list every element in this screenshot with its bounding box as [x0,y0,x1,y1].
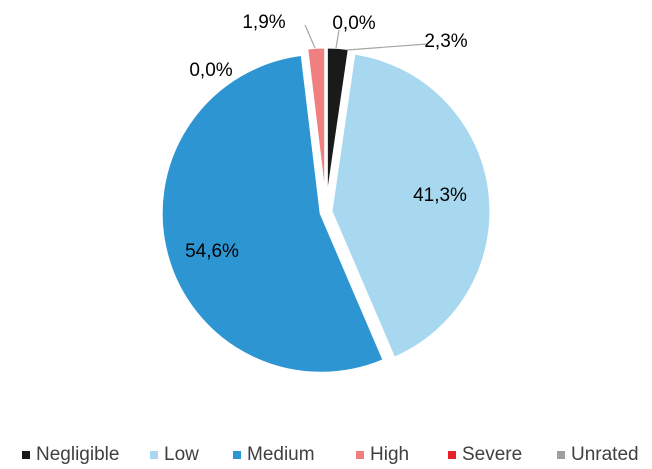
data-label-negligible: 2,3% [424,31,467,52]
slice-low [329,51,493,361]
slice-high [304,45,328,208]
legend-marker-high [356,451,364,459]
slice-medium [159,52,387,375]
leader-line-negligible [346,43,428,51]
data-labels: 2,3% 41,3% 54,6% 1,9% 0,0% 0,0% [185,12,468,262]
legend-label-negligible: Negligible [36,444,119,465]
legend-marker-medium [233,451,241,459]
data-label-high: 1,9% [242,12,285,33]
legend: Negligible Low Medium High Severe Unrated [22,444,639,465]
legend-label-unrated: Unrated [571,444,639,465]
data-label-severe: 0,0% [332,13,375,34]
leader-line-high [304,24,316,49]
legend-marker-low [150,451,158,459]
legend-marker-negligible [22,451,30,459]
legend-label-severe: Severe [462,444,522,465]
legend-marker-unrated [557,451,565,459]
pie-slices [159,45,493,375]
legend-label-high: High [370,444,409,465]
legend-marker-severe [448,451,456,459]
data-label-unrated: 0,0% [189,60,232,81]
leader-lines [304,24,428,51]
data-label-low: 41,3% [413,185,467,206]
legend-label-low: Low [164,444,199,465]
legend-label-medium: Medium [247,444,315,465]
leader-line-severe [335,29,340,49]
data-label-medium: 54,6% [185,241,239,262]
